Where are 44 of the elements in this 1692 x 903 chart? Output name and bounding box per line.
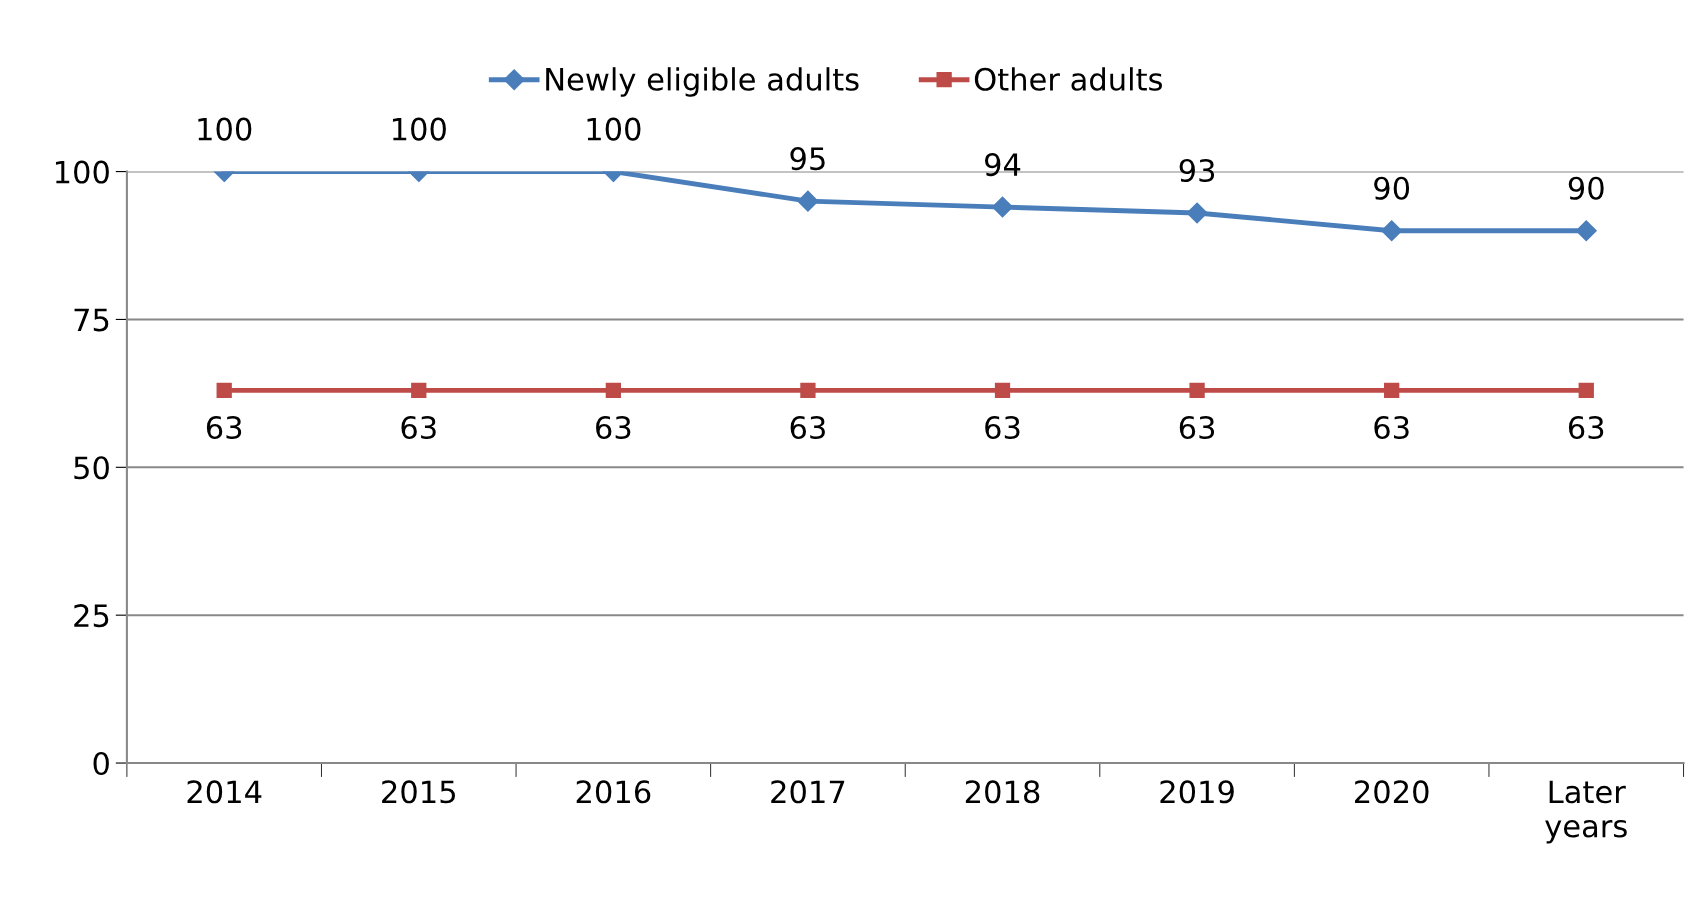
y-tick-label: 75 [74,308,109,332]
point [605,382,621,399]
data-label: 63 [206,415,242,440]
data-label: 95 [790,147,825,171]
y-tick-label: 25 [74,604,109,628]
x-tick-label: 2020 [1355,780,1429,804]
x-tick-label: 2016 [576,780,651,804]
legend-label: Newly eligible adults [546,67,859,97]
data-label: 63 [401,415,436,440]
x-tick-label: 2015 [382,780,455,804]
point [800,382,816,399]
data-label: 100 [587,117,641,141]
data-label: 90 [1374,176,1410,200]
point [1384,382,1400,399]
data-label: 100 [392,117,446,141]
data-label: 63 [790,415,825,440]
data-label: 63 [1179,415,1215,440]
y-tick-label: 50 [74,456,109,480]
data-label: 63 [596,415,631,440]
legend-label: Other adults [974,67,1163,91]
point [994,382,1011,399]
data-label: 94 [984,153,1021,177]
point [1189,382,1205,399]
point [1186,202,1208,224]
x-tick-label: 2017 [771,780,845,804]
x-tick-label: Later years [1545,780,1627,844]
point [216,382,232,399]
point [1575,220,1597,242]
data-label: 63 [1568,415,1604,440]
y-tick-label: 100 [55,160,109,184]
x-tick-label: 2018 [965,780,1040,804]
point [991,196,1014,218]
x-tick-label: 2014 [187,780,262,804]
data-label: 100 [198,117,252,141]
point [411,382,427,399]
x-tick-label: 2019 [1160,780,1234,804]
point [797,190,819,212]
point [1381,220,1403,242]
point [1578,382,1594,399]
data-label: 63 [985,415,1020,440]
y-tick-label: 0 [93,751,109,776]
data-label: 93 [1179,158,1215,183]
data-label: 90 [1568,176,1604,200]
data-label: 63 [1374,415,1409,440]
